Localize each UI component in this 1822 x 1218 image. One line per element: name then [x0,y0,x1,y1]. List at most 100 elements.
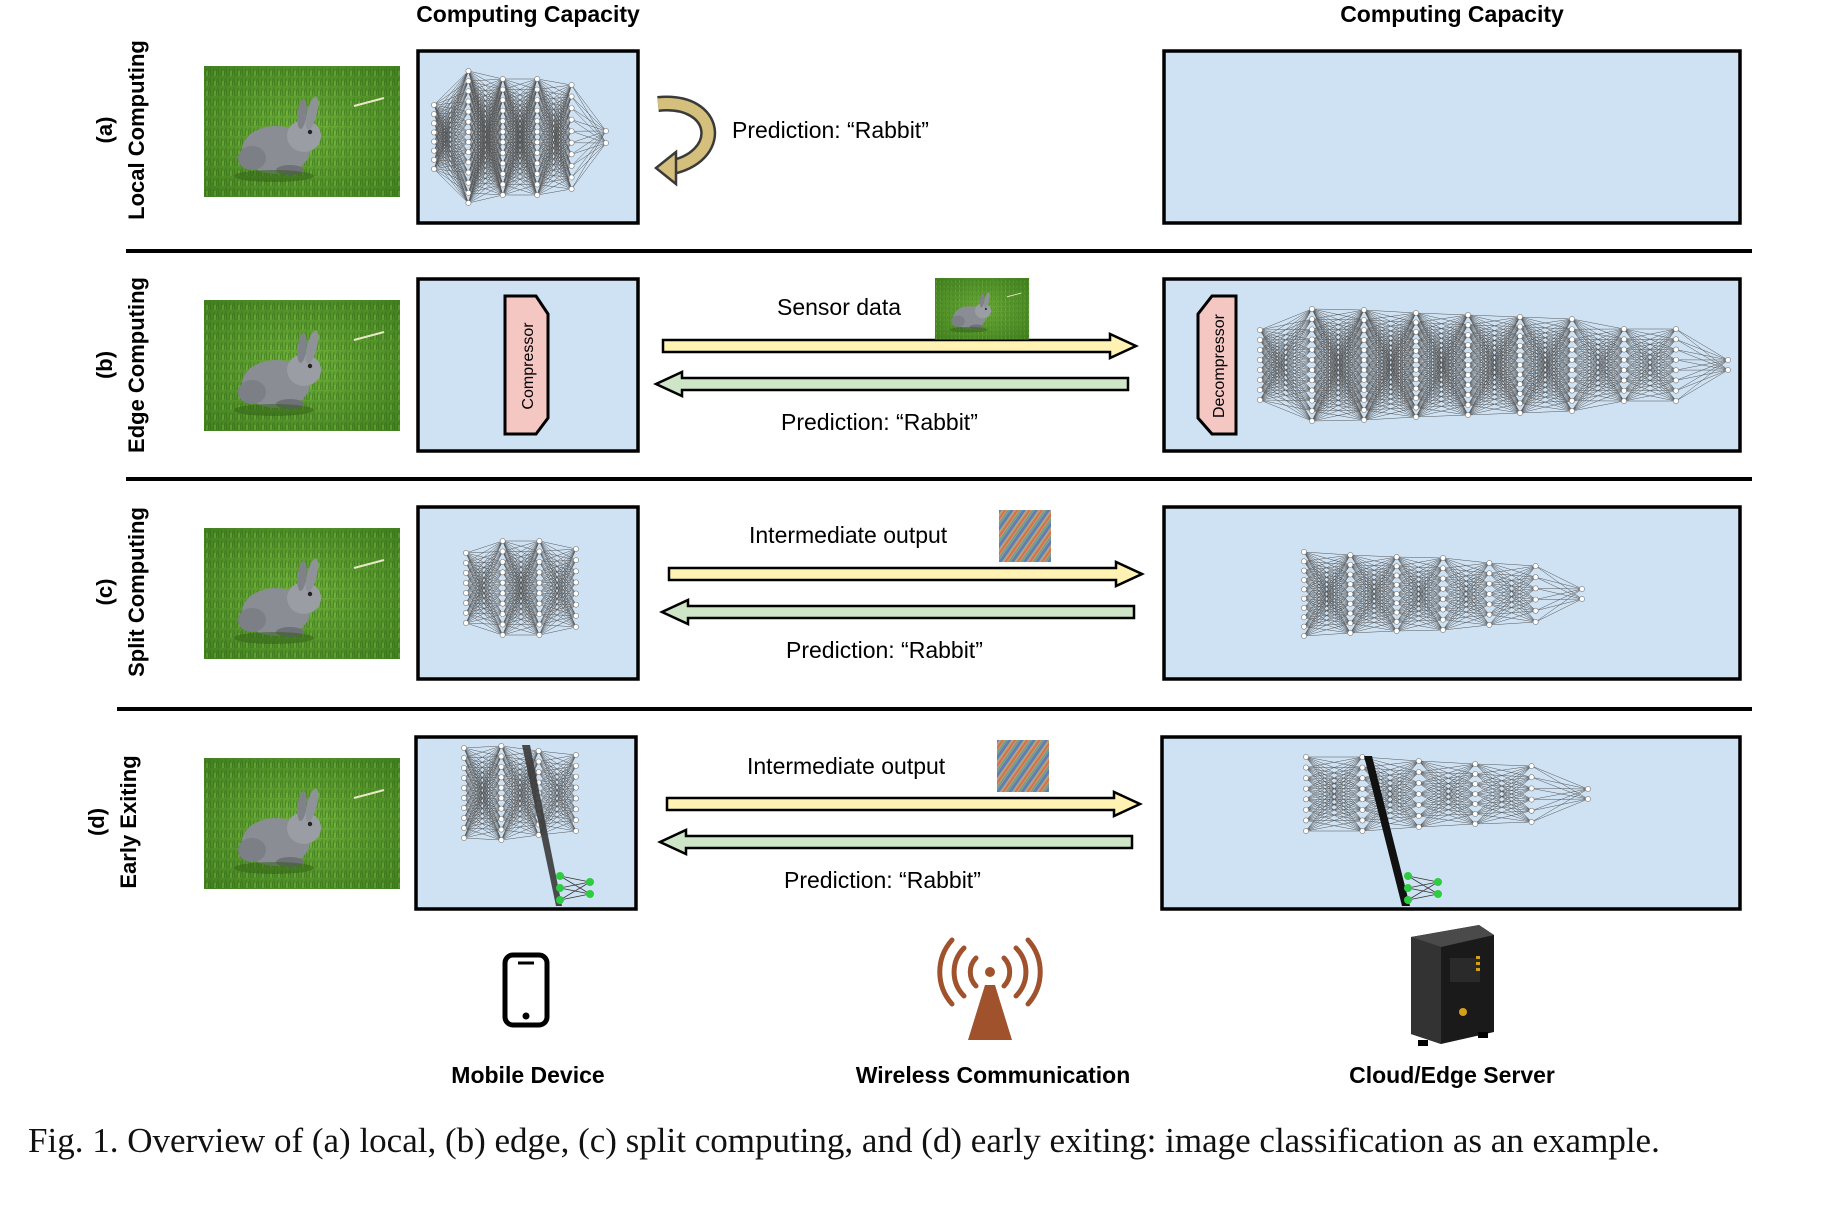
net-node [1309,377,1315,384]
net-connection [537,110,572,120]
net-node [431,156,437,163]
net-node [1359,817,1366,824]
net-connection [536,108,572,196]
net-connection [536,84,572,196]
net-connection [539,551,577,561]
net-node [1415,824,1422,830]
net-connection [1363,389,1417,399]
net-connection [539,548,577,552]
net-node [461,745,467,751]
net-connection [537,99,572,143]
net-node [1486,560,1493,566]
net-connection [1519,316,1573,340]
net-connection [1396,566,1444,620]
net-connection [537,119,572,122]
net-connection [539,615,577,636]
net-connection [1363,322,1417,421]
net-connection [539,560,577,636]
net-connection [1418,771,1476,785]
net-connection [1396,568,1444,595]
net-connection [1519,316,1573,330]
net-connection [1350,556,1397,604]
net-connection [433,104,469,133]
net-connection [502,540,540,625]
net-connection [537,78,572,86]
net-connection [539,561,577,594]
net-connection [1571,328,1625,391]
net-connection [539,582,577,594]
net-connection [1303,551,1351,556]
net-connection [433,101,469,106]
net-connection [1415,397,1469,416]
net-connection [502,78,538,111]
net-node [1440,596,1446,603]
net-connection [465,613,503,624]
net-connection [1519,318,1573,394]
net-node [1415,769,1422,775]
net-connection [1571,328,1625,371]
net-connection [1418,773,1476,828]
rabbit-photo [203,757,401,890]
server-icon [1411,925,1494,1046]
net-connection [1623,359,1677,402]
net-connection [1571,400,1625,412]
net-connection [1363,360,1417,421]
net-connection [433,70,469,151]
net-node [1532,596,1539,603]
net-node [499,149,506,156]
net-connection [1519,318,1573,337]
net-connection [468,184,503,204]
net-connection [1415,334,1469,418]
net-connection [1519,345,1573,381]
net-node [1472,821,1479,827]
net-connection [1396,557,1444,632]
net-connection [1396,568,1444,604]
net-connection [1418,771,1476,825]
net-connection [1363,312,1417,391]
net-connection [1489,614,1536,623]
net-connection [1396,568,1444,576]
net-connection [1415,388,1469,396]
net-connection [1519,339,1573,414]
net-connection [1396,566,1444,569]
net-connection [1396,557,1444,595]
row-letter: (a) [92,117,117,144]
net-connection [539,604,577,636]
net-connection [1475,773,1532,789]
net-connection [433,141,469,170]
net-node [498,837,505,843]
net-connection [1415,314,1469,361]
head-network [463,538,579,638]
net-connection [1418,771,1476,795]
net-connection [1415,341,1469,356]
net-connection [1396,603,1444,631]
net-connection [537,121,572,167]
net-connection [433,159,469,173]
net-connection [1623,328,1677,402]
net-connection [1415,378,1469,416]
net-connection [539,603,577,628]
net-connection [501,750,539,778]
net-connection [1418,760,1476,805]
net-connection [1475,799,1532,815]
net-connection [1623,328,1677,381]
net-connection [1535,588,1583,623]
net-connection [1467,364,1521,416]
exit-connection [1407,893,1439,901]
net-node [499,600,506,607]
net-connection [501,813,539,841]
net-connection [1363,349,1417,361]
net-node [573,817,579,824]
net-connection [1415,369,1469,396]
net-connection [433,81,469,170]
net-connection [537,142,572,164]
architecture-diagram: Computing Capacity Computing Capacity (a… [84,1,1752,1088]
net-connection [433,70,469,142]
net-connection [1531,765,1589,790]
net-node [463,610,469,616]
net-connection [1418,773,1476,806]
net-connection [1418,782,1476,785]
net-node [498,805,505,812]
net-node [1725,357,1731,363]
net-connection [1311,399,1365,422]
